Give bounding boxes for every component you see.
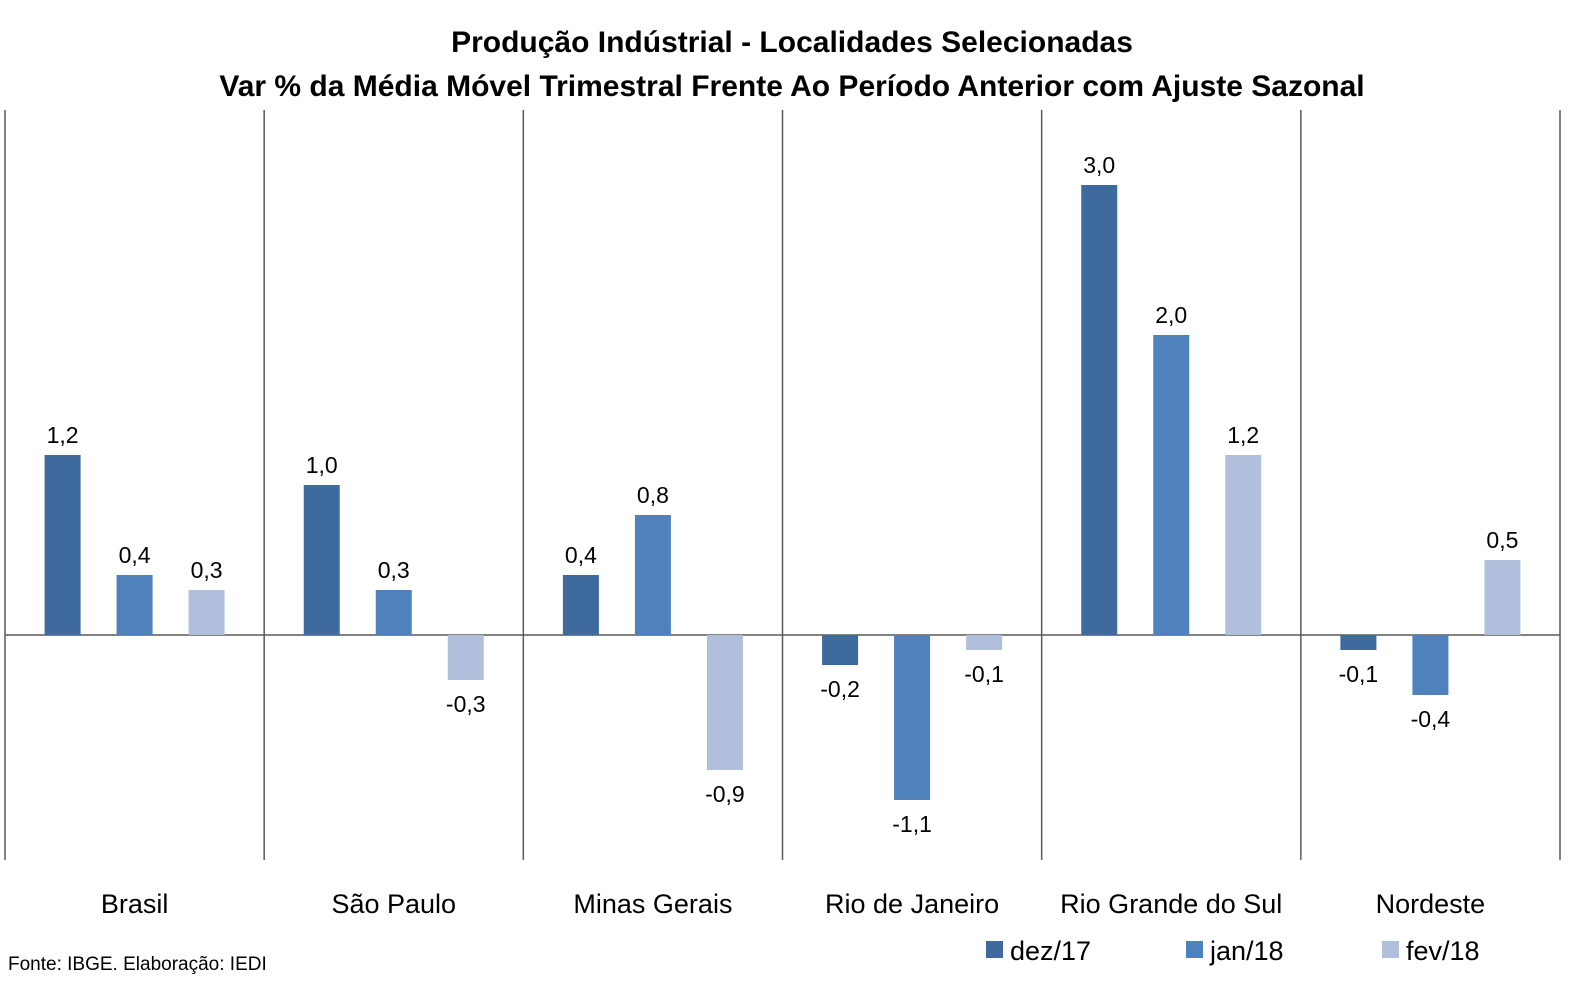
data-label: -0,9: [705, 781, 745, 807]
bar: [634, 515, 671, 635]
data-label: 2,0: [1155, 302, 1187, 328]
bar: [44, 455, 81, 635]
bar: [1225, 455, 1262, 635]
bar: [562, 575, 599, 635]
data-label: 3,0: [1083, 152, 1115, 178]
data-label: 0,5: [1486, 527, 1518, 553]
bar: [1153, 335, 1190, 635]
bar: [116, 575, 153, 635]
data-label: -0,4: [1411, 706, 1451, 732]
category-label: Brasil: [101, 889, 169, 919]
bar: [966, 635, 1003, 650]
data-label: 0,3: [378, 557, 410, 583]
bar: [375, 590, 412, 635]
legend-swatch: [986, 941, 1003, 958]
category-label: Rio Grande do Sul: [1060, 889, 1282, 919]
bar: [822, 635, 859, 665]
data-label: -0,3: [446, 691, 486, 717]
data-label: -0,1: [964, 661, 1004, 687]
data-label: 0,3: [191, 557, 223, 583]
legend-label: fev/18: [1406, 936, 1480, 966]
chart-subtitle: Var % da Média Móvel Trimestral Frente A…: [219, 70, 1364, 103]
category-label: São Paulo: [331, 889, 456, 919]
legend-swatch: [1382, 941, 1399, 958]
bar: [1340, 635, 1377, 650]
category-label: Nordeste: [1376, 889, 1486, 919]
category-label: Minas Gerais: [573, 889, 732, 919]
data-label: -0,1: [1339, 661, 1379, 687]
data-label: 1,2: [47, 422, 79, 448]
data-label: 0,8: [637, 482, 669, 508]
category-label: Rio de Janeiro: [825, 889, 999, 919]
data-label: 1,0: [306, 452, 338, 478]
bar: [1081, 185, 1118, 635]
legend: dez/17 jan/18 fev/18: [986, 936, 1480, 966]
legend-label: jan/18: [1209, 936, 1284, 966]
data-label: 1,2: [1227, 422, 1259, 448]
data-label: -1,1: [892, 811, 932, 837]
data-label: -0,2: [820, 676, 860, 702]
bar: [706, 635, 743, 770]
bar: [1484, 560, 1521, 635]
bar: [188, 590, 225, 635]
bar: [1412, 635, 1449, 695]
legend-swatch: [1186, 941, 1203, 958]
bar: [447, 635, 484, 680]
data-label: 0,4: [119, 542, 151, 568]
data-label: 0,4: [565, 542, 597, 568]
legend-label: dez/17: [1010, 936, 1091, 966]
chart-title: Produção Indústrial - Localidades Seleci…: [451, 26, 1133, 59]
bar: [894, 635, 931, 800]
plot-area: 1,2 0,4 0,3 Brasil 1,0 0,3 -0,3 São Paulo 0,4 0,8…: [4, 110, 1561, 919]
source-note: Fonte: IBGE. Elaboração: IEDI: [8, 954, 267, 975]
bar: [303, 485, 340, 635]
